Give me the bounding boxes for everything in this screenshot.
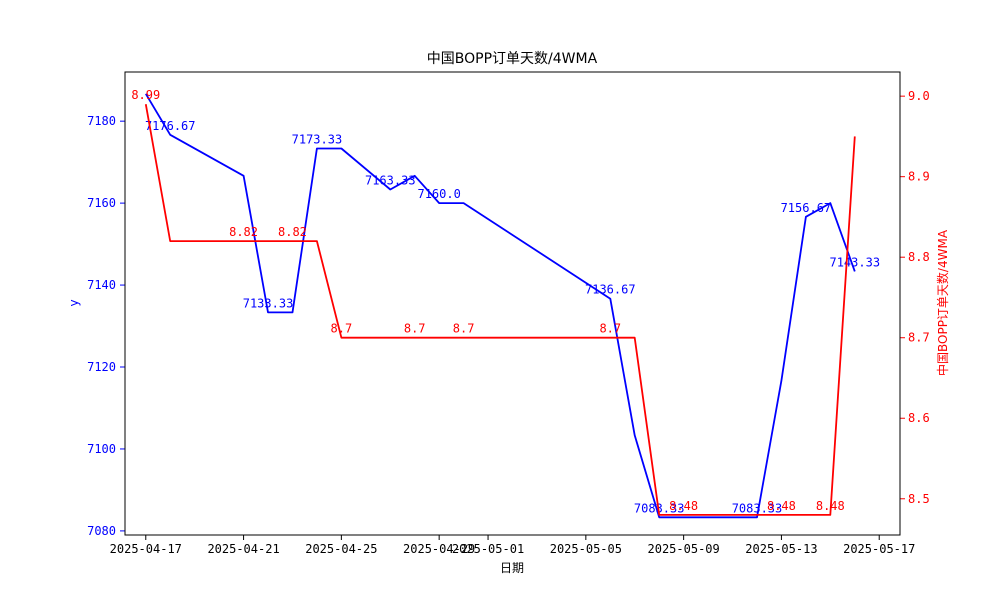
x-tick-label: 2025-05-05	[550, 542, 622, 556]
y-right-tick-label: 8.9	[908, 170, 930, 184]
data-label-right: 8.7	[599, 322, 621, 336]
data-label-right: 8.48	[816, 499, 845, 513]
x-tick-label: 2025-05-13	[745, 542, 817, 556]
x-tick-label: 2025-05-17	[843, 542, 915, 556]
data-label-left: 7156.67	[781, 201, 832, 215]
data-label-left: 7083.33	[732, 501, 783, 515]
y-right-tick-label: 8.8	[908, 250, 930, 264]
y-left-tick-label: 7080	[87, 524, 116, 538]
data-label-right: 8.99	[131, 88, 160, 102]
data-label-left: 7176.67	[145, 119, 196, 133]
data-label-left: 7136.67	[585, 283, 636, 297]
x-tick-label: 2025-04-17	[110, 542, 182, 556]
data-label-right: 8.7	[331, 322, 353, 336]
data-label-left: 7160.0	[417, 187, 460, 201]
plot-area: 2025-04-17 2025-04-21 2025-04-25 2025-04-29…	[87, 88, 930, 556]
x-tick-label: 2025-04-29	[403, 542, 475, 556]
plot-frame	[124, 71, 901, 536]
data-label-left: 7143.33	[829, 255, 880, 269]
chart-title: 中国BOPP订单天数/4WMA	[427, 51, 598, 67]
y-right-axis-label: 中国BOPP订单天数/4WMA	[935, 229, 950, 376]
data-label-left: 7133.33	[243, 296, 294, 310]
y-right-tick-label: 8.5	[908, 492, 930, 506]
y-left-tick-label: 7120	[87, 360, 116, 374]
x-axis-label: 日期	[500, 561, 524, 575]
y-left-tick-label: 7160	[87, 196, 116, 210]
data-label-right: 8.82	[278, 225, 307, 239]
y-left-tick-label: 7180	[87, 114, 116, 128]
data-label-right: 8.82	[229, 225, 258, 239]
y-left-tick-label: 7140	[87, 278, 116, 292]
x-tick-label: 2025-05-09	[648, 542, 720, 556]
data-label-right: 8.7	[404, 322, 426, 336]
series-line-right	[144, 104, 856, 516]
data-label-right: 8.7	[453, 322, 475, 336]
y-right-tick-label: 8.7	[908, 331, 930, 345]
data-label-left: 7173.33	[292, 132, 343, 146]
y-left-tick-label: 7100	[87, 442, 116, 456]
x-tick-label: 2025-04-25	[305, 542, 377, 556]
data-label-right: 8.48	[669, 499, 698, 513]
series-line-left	[145, 93, 856, 519]
data-label-left: 7163.33	[365, 173, 416, 187]
y-right-tick-label: 8.6	[908, 411, 930, 425]
y-left-axis-label: y	[67, 299, 81, 306]
data-label-right: 8.48	[767, 499, 796, 513]
x-tick-label: 2025-04-21	[207, 542, 279, 556]
y-right-tick-label: 9.0	[908, 89, 930, 103]
x-tick-label: 2025-05-01	[452, 542, 524, 556]
